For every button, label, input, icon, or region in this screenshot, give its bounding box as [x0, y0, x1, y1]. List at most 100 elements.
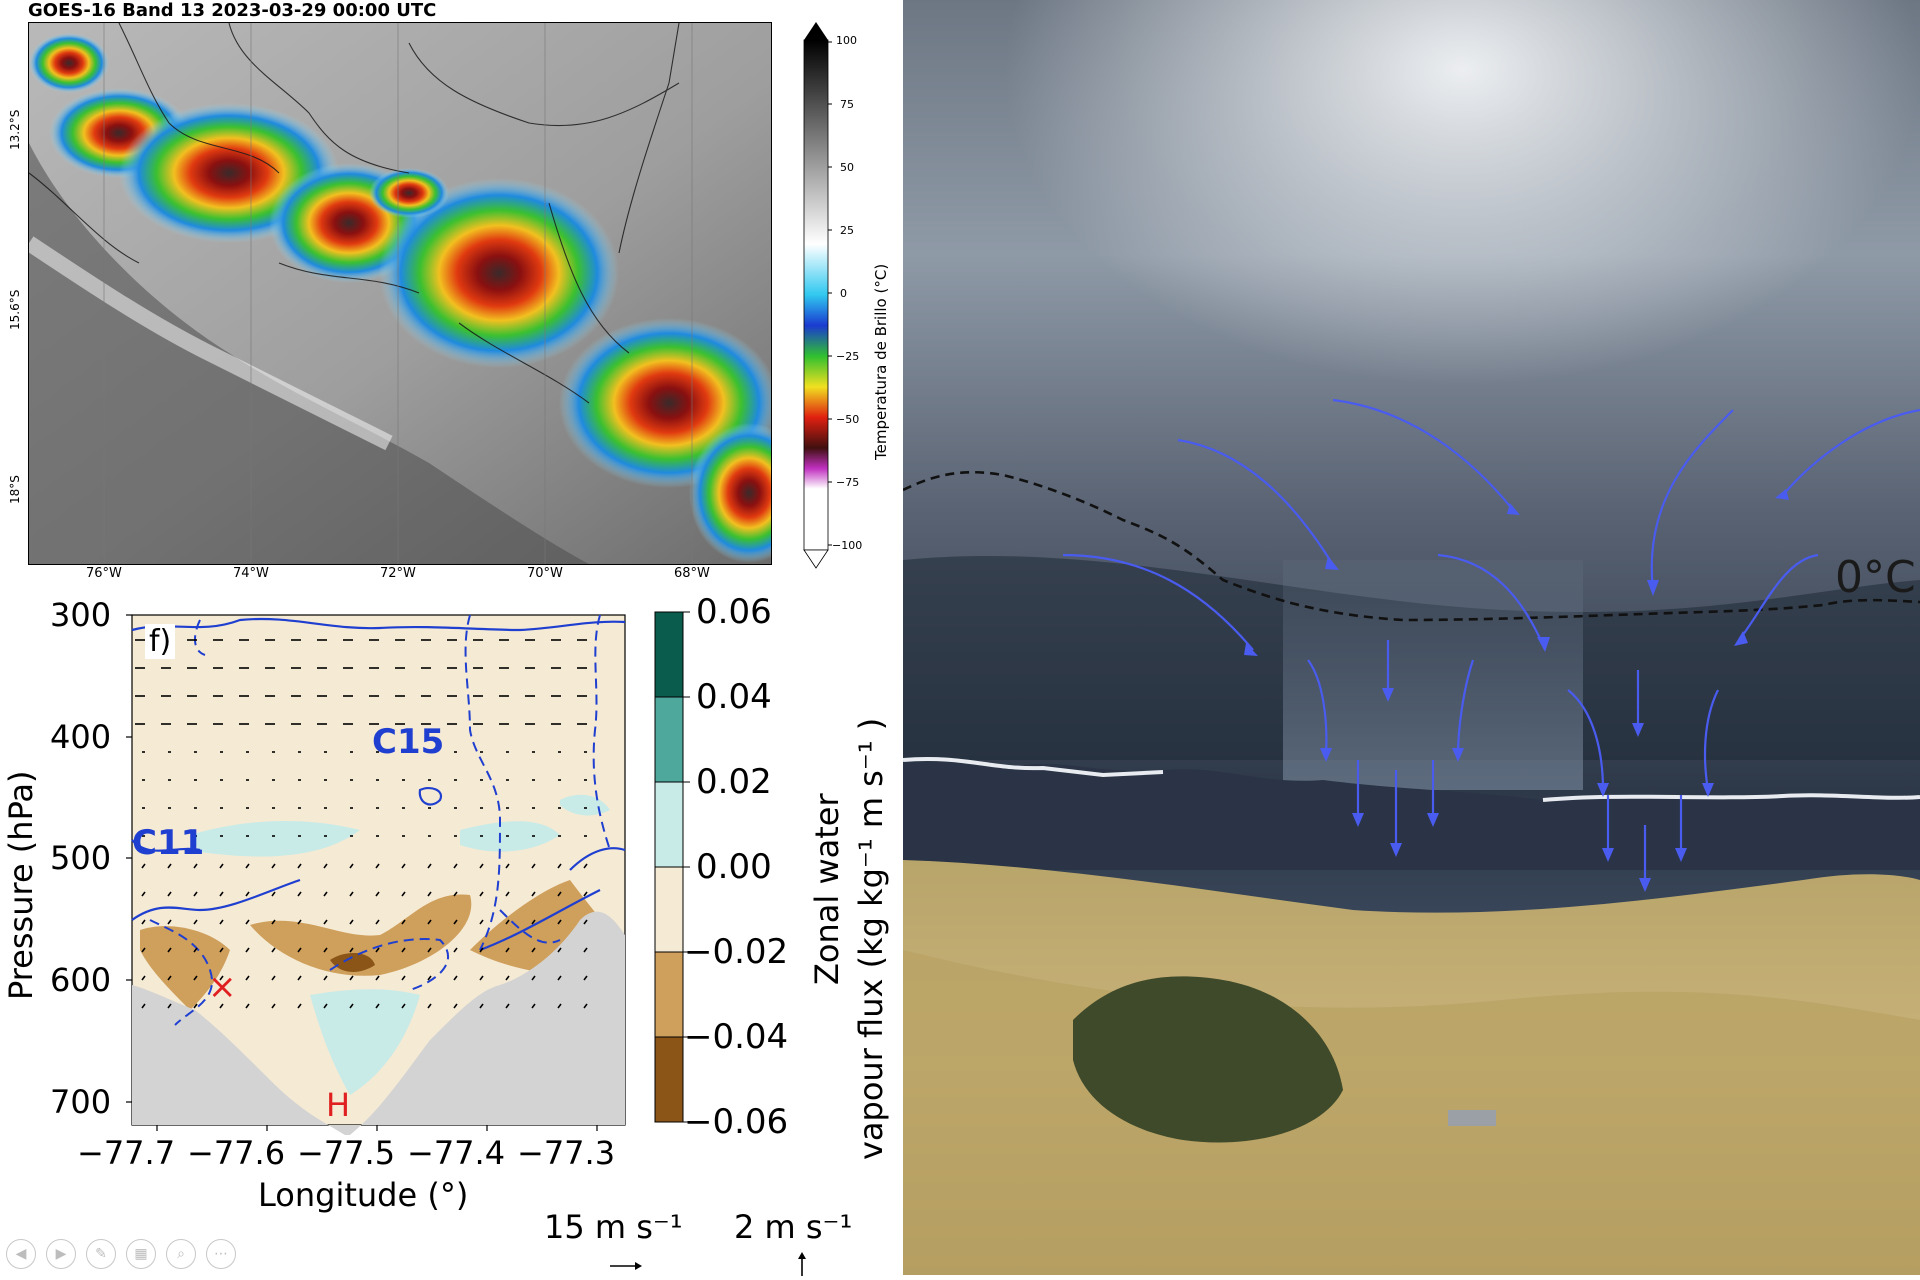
- cbar-tick: 0.04: [696, 677, 772, 717]
- wind-vector: [505, 919, 510, 925]
- wind-vector: [271, 863, 276, 869]
- sat-cbar-label: Temperatura de Brillo (°C): [872, 263, 890, 460]
- xtick: −77.5: [297, 1134, 396, 1172]
- lon-label-72: 72°W: [380, 566, 416, 581]
- wind-vector: [401, 863, 406, 869]
- h-marker: H: [326, 1086, 351, 1124]
- wind-vector: [453, 975, 458, 981]
- wind-vector: [557, 947, 562, 953]
- wind-vector: [349, 975, 354, 981]
- ytick: 600: [50, 961, 112, 999]
- wind-vector: [557, 975, 562, 981]
- wind-vector: [271, 975, 276, 981]
- wind-vector: [323, 891, 328, 897]
- wind-vector: [427, 919, 432, 925]
- sat-cbar-tick: 25: [840, 224, 854, 237]
- cbar-tick: 0.06: [696, 592, 772, 632]
- wind-vector: [453, 947, 458, 953]
- wind-vector: [323, 975, 328, 981]
- wind-vector: [531, 1003, 536, 1009]
- wind-vector: [375, 975, 380, 981]
- wind-vector: [297, 947, 302, 953]
- sat-cbar-tick: 100: [836, 34, 857, 47]
- cross-section-panel: [0, 590, 900, 1230]
- wind-vector: [167, 919, 172, 925]
- wind-vector: [271, 919, 276, 925]
- wind-vector: [401, 947, 406, 953]
- wind-vector: [479, 1003, 484, 1009]
- cbar-tick: −0.04: [684, 1017, 789, 1057]
- wind-vector: [245, 891, 250, 897]
- c11-label: C11: [132, 823, 205, 863]
- wind-vector: [453, 863, 458, 869]
- storm-photo: 0°C: [903, 0, 1920, 1275]
- wind-vector: [245, 975, 250, 981]
- satellite-map: [28, 22, 772, 565]
- prev-icon[interactable]: ◀: [6, 1239, 36, 1269]
- sat-cbar-tick: 75: [840, 98, 854, 111]
- wind-vector: [427, 863, 432, 869]
- wind-vector: [323, 919, 328, 925]
- sat-cbar-tick: −25: [836, 350, 860, 363]
- next-icon[interactable]: ▶: [46, 1239, 76, 1269]
- cbar-tick: 0.02: [696, 762, 772, 802]
- wind-vector: [167, 947, 172, 953]
- wind-vector: [505, 891, 510, 897]
- wind-vector: [193, 919, 198, 925]
- wind-vector: [141, 891, 146, 897]
- wind-vector: [583, 947, 588, 953]
- wind-vector: [427, 975, 432, 981]
- wind-vector: [375, 863, 380, 869]
- wind-vector: [323, 1003, 328, 1009]
- wind-vector: [193, 975, 198, 981]
- wind-vector: [141, 1003, 146, 1009]
- wind-vector: [401, 1003, 406, 1009]
- panel-label: f): [145, 624, 176, 659]
- wind-vector: [245, 919, 250, 925]
- wind-vector: [531, 947, 536, 953]
- scale-horizontal-label: 15 m s⁻¹: [544, 1208, 683, 1246]
- wind-vector: [349, 1003, 354, 1009]
- wind-vector: [297, 1003, 302, 1009]
- satellite-colorbar: [800, 20, 860, 575]
- wind-vector: [583, 863, 588, 869]
- wind-vector: [141, 863, 146, 869]
- wind-vector: [401, 891, 406, 897]
- wind-vector: [141, 947, 146, 953]
- wind-vector: [505, 947, 510, 953]
- wind-vector: [349, 891, 354, 897]
- more-icon[interactable]: ⋯: [206, 1239, 236, 1269]
- wind-vector: [531, 891, 536, 897]
- xtick: −77.3: [517, 1134, 616, 1172]
- x-marker: ×: [208, 967, 237, 1007]
- zoom-icon[interactable]: ⌕: [166, 1239, 196, 1269]
- wind-vector: [323, 863, 328, 869]
- wind-vector: [479, 863, 484, 869]
- wind-vector: [531, 919, 536, 925]
- wind-vector: [479, 975, 484, 981]
- wind-vector: [219, 1003, 224, 1009]
- cbar-tick: 0.00: [696, 847, 772, 887]
- wind-vector: [557, 1003, 562, 1009]
- grid-icon[interactable]: ▦: [126, 1239, 156, 1269]
- wind-vector: [505, 863, 510, 869]
- lat-label-1: 13.2°S: [8, 109, 22, 150]
- wind-vector: [219, 919, 224, 925]
- sat-cbar-tick: 0: [840, 287, 847, 300]
- lat-label-3: 18°S: [8, 475, 22, 504]
- pen-icon[interactable]: ✎: [86, 1239, 116, 1269]
- wind-vector: [557, 863, 562, 869]
- quiver-key: 15 m s⁻¹ 2 m s⁻¹: [540, 1208, 900, 1278]
- wind-vector: [219, 863, 224, 869]
- xtick: −77.4: [407, 1134, 506, 1172]
- wind-vector: [583, 1003, 588, 1009]
- xtick: −77.7: [77, 1134, 176, 1172]
- wind-vector: [349, 919, 354, 925]
- wind-vector: [479, 891, 484, 897]
- wind-vector: [167, 863, 172, 869]
- wind-vector: [271, 1003, 276, 1009]
- sat-cbar-tick: 50: [840, 161, 854, 174]
- wind-vector: [193, 1003, 198, 1009]
- wind-vector: [167, 1003, 172, 1009]
- wind-vector: [167, 891, 172, 897]
